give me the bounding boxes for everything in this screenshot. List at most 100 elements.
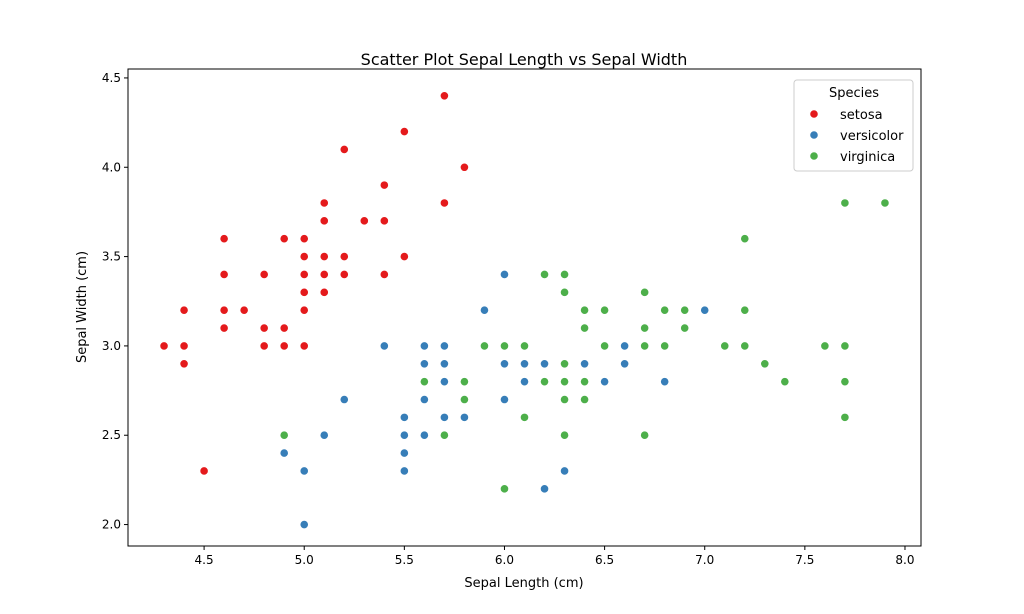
- point-virginica: [840, 412, 850, 422]
- point-setosa: [439, 198, 449, 208]
- y-tick-label: 4.0: [102, 160, 121, 174]
- point-virginica: [559, 394, 570, 405]
- point-virginica: [279, 430, 289, 440]
- point-setosa: [259, 341, 269, 351]
- x-axis-label: Sepal Length (cm): [464, 576, 583, 591]
- point-virginica: [640, 430, 650, 440]
- point-versicolor: [620, 341, 630, 351]
- point-virginica: [740, 305, 750, 315]
- point-versicolor: [499, 394, 510, 405]
- point-versicolor: [299, 466, 309, 476]
- point-versicolor: [339, 394, 349, 405]
- point-virginica: [539, 269, 550, 280]
- point-virginica: [660, 305, 670, 315]
- point-setosa: [339, 251, 349, 262]
- point-setosa: [439, 91, 449, 101]
- point-setosa: [359, 216, 369, 226]
- point-setosa: [219, 323, 229, 333]
- point-virginica: [559, 430, 570, 440]
- point-setosa: [339, 269, 349, 280]
- point-versicolor: [519, 377, 530, 387]
- point-setosa: [259, 269, 269, 280]
- point-versicolor: [700, 305, 710, 315]
- point-setosa: [299, 287, 309, 297]
- point-virginica: [660, 341, 670, 351]
- legend-marker-virginica: [809, 151, 819, 161]
- point-setosa: [219, 269, 229, 280]
- y-tick-label: 3.0: [102, 339, 121, 353]
- point-virginica: [559, 269, 570, 280]
- x-tick-label: 5.0: [295, 553, 314, 567]
- point-versicolor: [439, 377, 449, 387]
- point-setosa: [319, 216, 329, 226]
- plot-frame: [127, 68, 922, 547]
- point-setosa: [379, 216, 389, 226]
- point-versicolor: [459, 412, 470, 422]
- point-versicolor: [579, 359, 590, 369]
- point-virginica: [459, 394, 470, 405]
- legend-marker-setosa: [809, 109, 819, 119]
- point-virginica: [840, 377, 850, 387]
- point-virginica: [519, 341, 530, 351]
- point-versicolor: [660, 377, 670, 387]
- point-virginica: [439, 430, 449, 440]
- y-tick-label: 2.0: [102, 518, 121, 532]
- x-tick-label: 7.0: [695, 553, 714, 567]
- point-versicolor: [419, 430, 429, 440]
- x-tick-label: 5.5: [395, 553, 414, 567]
- point-versicolor: [539, 359, 550, 369]
- point-setosa: [379, 180, 389, 190]
- point-virginica: [780, 377, 790, 387]
- point-versicolor: [439, 341, 449, 351]
- point-versicolor: [439, 412, 449, 422]
- point-virginica: [680, 305, 690, 315]
- point-virginica: [740, 341, 750, 351]
- point-versicolor: [479, 305, 490, 315]
- point-setosa: [299, 305, 309, 315]
- x-tick-label: 6.0: [495, 553, 514, 567]
- y-tick-label: 3.5: [102, 250, 121, 264]
- legend-marker-versicolor: [809, 130, 819, 140]
- point-virginica: [600, 341, 610, 351]
- legend-title: Species: [829, 86, 879, 101]
- point-virginica: [680, 323, 690, 333]
- point-virginica: [600, 305, 610, 315]
- point-setosa: [239, 305, 249, 315]
- point-virginica: [559, 377, 570, 387]
- point-versicolor: [399, 412, 409, 422]
- legend: Species setosa versicolor virginica: [793, 79, 914, 172]
- point-virginica: [459, 377, 470, 387]
- legend-label-virginica: virginica: [840, 150, 895, 165]
- point-virginica: [640, 323, 650, 333]
- point-virginica: [579, 394, 590, 405]
- y-tick-label: 2.5: [102, 428, 121, 442]
- point-setosa: [279, 234, 289, 244]
- x-axis: 4.5 5.0 5.5 6.0 6.5 7.0 7.5 8.0: [195, 546, 915, 567]
- point-setosa: [319, 198, 329, 208]
- point-versicolor: [559, 466, 570, 476]
- point-versicolor: [379, 341, 389, 351]
- point-virginica: [539, 377, 550, 387]
- point-setosa: [319, 287, 329, 297]
- x-tick-label: 7.5: [795, 553, 814, 567]
- point-setosa: [259, 323, 269, 333]
- point-setosa: [179, 305, 189, 315]
- point-virginica: [840, 341, 850, 351]
- point-setosa: [379, 269, 389, 280]
- point-setosa: [299, 234, 309, 244]
- chart-title: Scatter Plot Sepal Length vs Sepal Width: [361, 50, 688, 69]
- point-versicolor: [299, 519, 309, 530]
- point-versicolor: [399, 448, 409, 458]
- point-virginica: [579, 377, 590, 387]
- legend-label-versicolor: versicolor: [840, 129, 904, 144]
- point-virginica: [720, 341, 730, 351]
- point-versicolor: [399, 466, 409, 476]
- y-axis: 2.0 2.5 3.0 3.5 4.0 4.5: [102, 71, 128, 532]
- point-virginica: [559, 287, 570, 297]
- point-versicolor: [319, 430, 329, 440]
- point-versicolor: [539, 484, 550, 494]
- point-setosa: [179, 341, 189, 351]
- point-virginica: [579, 305, 590, 315]
- point-versicolor: [419, 359, 429, 369]
